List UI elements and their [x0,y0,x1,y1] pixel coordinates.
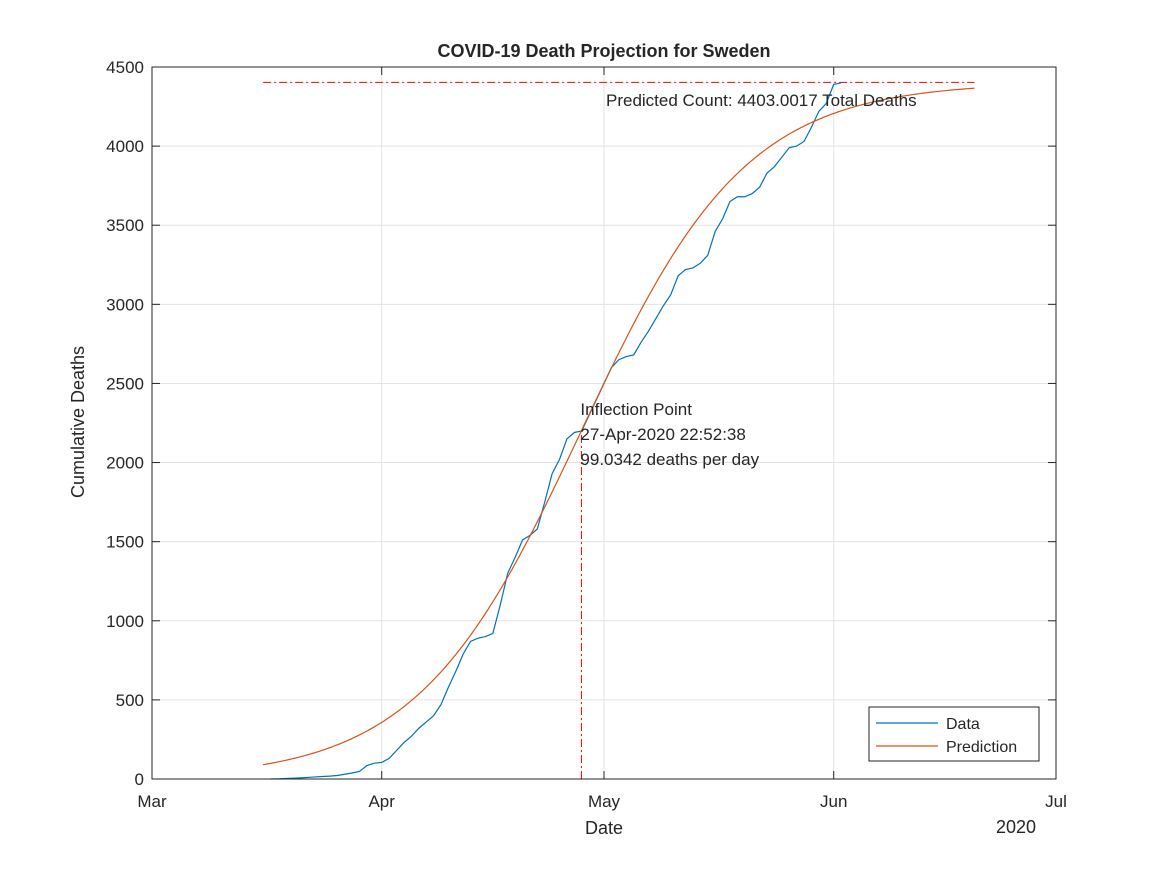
y-axis-label: Cumulative Deaths [68,346,88,498]
legend-prediction-label: Prediction [946,739,1017,756]
inflection-point-rate: 99.0342 deaths per day [580,450,759,469]
legend-box [868,706,1040,762]
annotations: Predicted Count: 4403.0017 Total Deaths … [580,91,916,469]
legend-data-label: Data [946,716,980,733]
y-tick-label: 3000 [106,295,144,314]
y-tick-label: 4500 [106,58,144,77]
x-tick-label: Jun [820,792,847,811]
series-lines [263,82,975,780]
prediction-series-line [263,87,975,766]
chart-title: COVID-19 Death Projection for Sweden [437,41,770,61]
y-tick-label: 3500 [106,216,144,235]
x-tick-label: Jul [1045,792,1067,811]
x-axis-label: Date [585,818,623,838]
y-tick-label: 500 [116,691,144,710]
grid [151,66,1057,780]
legend: Data Prediction [868,706,1040,762]
x-tick-label: Mar [137,792,167,811]
inflection-point-annotation: Inflection Point 27-Apr-2020 22:52:38 99… [580,400,759,469]
reference-lines [263,81,975,779]
predicted-count-annotation: Predicted Count: 4403.0017 Total Deaths [606,91,917,110]
x-tick-label: Apr [368,792,395,811]
y-tick-label: 1500 [106,533,144,552]
y-tick-label: 4000 [106,137,144,156]
y-tick-label: 1000 [106,612,144,631]
tick-labels: 0 500 1000 1500 2000 2500 3000 3500 4000 4500 Mar A… [106,58,1067,811]
y-tick-label: 2500 [106,374,144,393]
x-axis-year-label: 2020 [996,817,1036,837]
inflection-point-datetime: 27-Apr-2020 22:52:38 [580,425,745,444]
data-series-line [270,82,842,780]
inflection-point-title: Inflection Point [580,400,692,419]
x-tick-label: May [588,792,621,811]
y-tick-label: 0 [135,770,144,789]
y-tick-label: 2000 [106,454,144,473]
axes [151,66,1057,780]
